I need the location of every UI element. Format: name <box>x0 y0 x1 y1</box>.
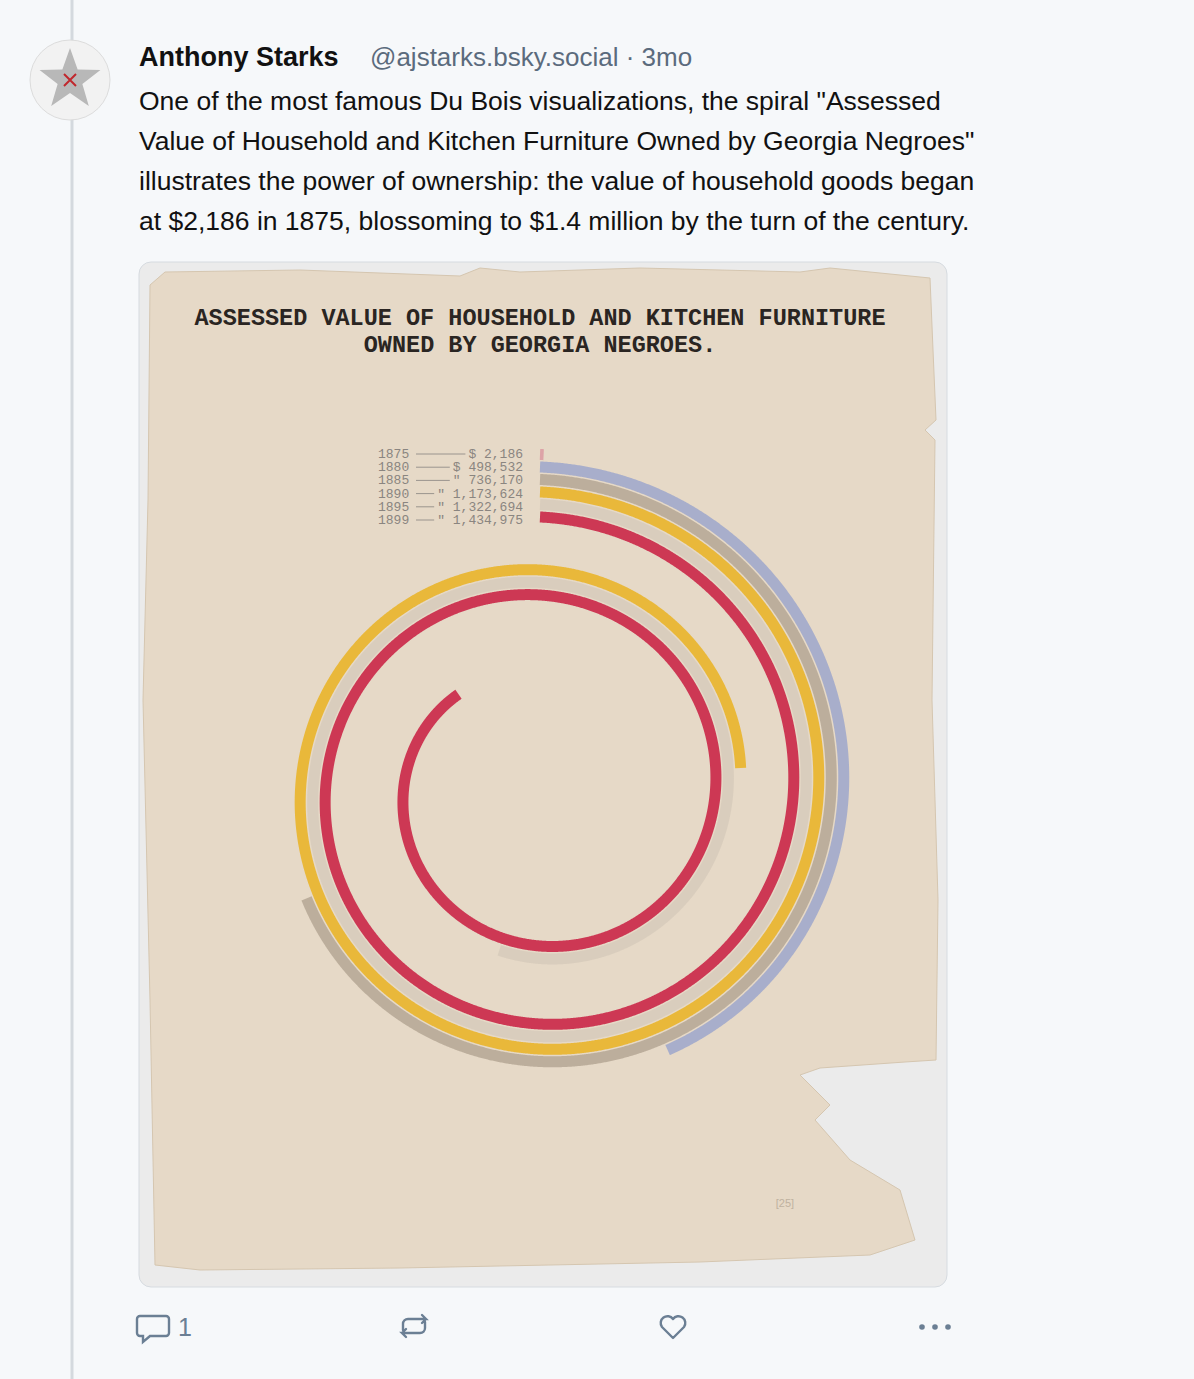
repost-icon[interactable] <box>402 1315 426 1337</box>
spiral-band <box>540 449 544 460</box>
post-text: Value of Household and Kitchen Furniture… <box>139 126 974 156</box>
chart-title: ASSESSED VALUE OF HOUSEHOLD AND KITCHEN … <box>194 305 885 332</box>
reply-count[interactable]: 1 <box>178 1313 192 1341</box>
handle: @ajstarks.bsky.social · 3mo <box>370 42 692 72</box>
leader-line <box>416 520 434 521</box>
reply-button[interactable]: 1 <box>137 1313 192 1342</box>
spiral-band <box>325 517 794 1024</box>
chart-title: OWNED BY GEORGIA NEGROES. <box>364 332 717 359</box>
post-text: illustrates the power of ownership: the … <box>139 166 974 196</box>
value-list: 1875$ 2,1861880$ 498,5321885" 736,170189… <box>378 447 523 528</box>
leader-line <box>416 506 434 507</box>
post-text: One of the most famous Du Bois visualiza… <box>139 86 941 116</box>
reply-icon[interactable] <box>137 1316 169 1342</box>
background <box>0 0 1194 1379</box>
leader-line <box>416 480 450 481</box>
leader-line <box>416 493 434 494</box>
more-dot[interactable] <box>919 1324 925 1330</box>
page: Anthony Starks @ajstarks.bsky.social · 3m… <box>0 0 1194 1379</box>
spiral-band <box>307 480 832 1062</box>
like-icon[interactable] <box>661 1316 686 1338</box>
post-text: at $2,186 in 1875, blossoming to $1.4 mi… <box>139 206 969 236</box>
avatar-x <box>64 74 76 86</box>
paper <box>143 268 938 1270</box>
avatar-star <box>40 48 101 106</box>
avatar-circle <box>30 40 110 120</box>
thread-line <box>71 0 74 1379</box>
more-button[interactable] <box>919 1324 951 1330</box>
spiral-band <box>300 492 819 1049</box>
author: Anthony Starks <box>139 42 339 72</box>
leader-line <box>416 454 465 455</box>
plot-area <box>300 455 844 1062</box>
year-label: 1899 <box>378 513 409 528</box>
spiral-band <box>313 505 807 1037</box>
avatar <box>30 40 110 120</box>
more-dot[interactable] <box>932 1324 938 1330</box>
more-dot[interactable] <box>945 1324 951 1330</box>
leader-line <box>416 467 450 468</box>
image-card <box>139 262 947 1287</box>
plate-number: [25] <box>776 1197 794 1209</box>
value-label: " 1,434,975 <box>437 513 523 528</box>
